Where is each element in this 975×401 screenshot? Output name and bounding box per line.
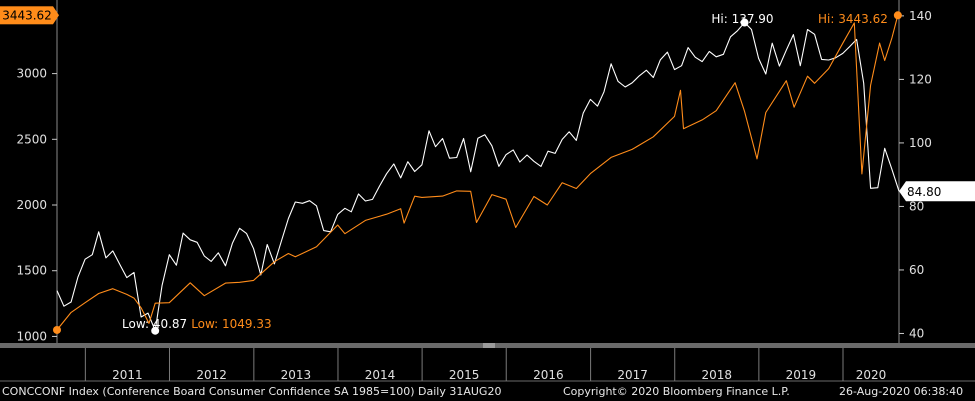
right-tick-label: 100 [909, 136, 932, 150]
footer-description: CONCCONF Index (Conference Board Consume… [2, 385, 502, 398]
scrollbar-grip [483, 343, 495, 348]
left-tick-label: 3000 [16, 67, 47, 81]
footer-timestamp: 26-Aug-2020 06:38:40 [839, 385, 964, 398]
left-tick-label: 2000 [16, 198, 47, 212]
x-tick-label: 2018 [702, 368, 733, 382]
chart-area: 1000 1500 2000 2500 3000 40 60 80 100 120 140 201… [0, 0, 975, 382]
left-tick-label: 2500 [16, 132, 47, 146]
consumer-confidence-line [56, 21, 900, 332]
white-high-label: Hi: 137.90 [711, 12, 773, 26]
x-tick-label: 2017 [617, 368, 648, 382]
left-tick-label: 1000 [16, 329, 47, 343]
right-tick-label: 40 [909, 326, 924, 340]
orange-high-marker [893, 11, 902, 20]
orange-high-label: Hi: 3443.62 [818, 12, 888, 26]
right-axis: 40 60 80 100 120 140 [899, 9, 932, 340]
white-low-label: Low: 40.87 [122, 317, 187, 331]
orange-last-value-text: 3443.62 [2, 8, 52, 22]
orange-last-value-pointer [53, 6, 59, 25]
left-axis: 1000 1500 2000 2500 3000 [16, 67, 57, 343]
plot-frame [0, 0, 975, 382]
footer-bar: CONCCONF Index (Conference Board Consume… [0, 383, 975, 401]
x-tick-label: 2011 [112, 368, 143, 382]
orange-low-marker [53, 325, 61, 334]
right-tick-label: 120 [909, 72, 932, 86]
series-layer [56, 15, 900, 332]
x-tick-label: 2012 [196, 368, 227, 382]
right-tick-label: 80 [909, 199, 924, 213]
x-tick-label: 2019 [786, 368, 817, 382]
x-tick-label: 2013 [281, 368, 312, 382]
x-axis: 2011 2012 2013 2014 2015 2016 2017 2018 2019 2020 [84, 348, 887, 382]
annotations-layer: Hi: 137.90 Hi: 3443.62 Low: 40.87 Low: 1049… [0, 6, 975, 335]
orange-last-value-tag [0, 6, 53, 25]
footer-copyright: Copyright© 2020 Bloomberg Finance L.P. [563, 385, 790, 398]
x-tick-label: 2020 [856, 368, 887, 382]
right-tick-label: 60 [909, 263, 924, 277]
left-tick-label: 1500 [16, 264, 47, 278]
orange-series-line [56, 15, 899, 331]
white-last-value-tag [899, 181, 975, 202]
x-tick-label: 2014 [365, 368, 396, 382]
right-tick-label: 140 [909, 9, 932, 23]
orange-low-label: Low: 1049.33 [191, 317, 271, 331]
x-tick-label: 2015 [449, 368, 480, 382]
white-high-marker [740, 18, 749, 27]
white-low-marker [151, 326, 160, 335]
white-last-value-text: 84.80 [907, 185, 941, 199]
x-tick-label: 2016 [533, 368, 564, 382]
